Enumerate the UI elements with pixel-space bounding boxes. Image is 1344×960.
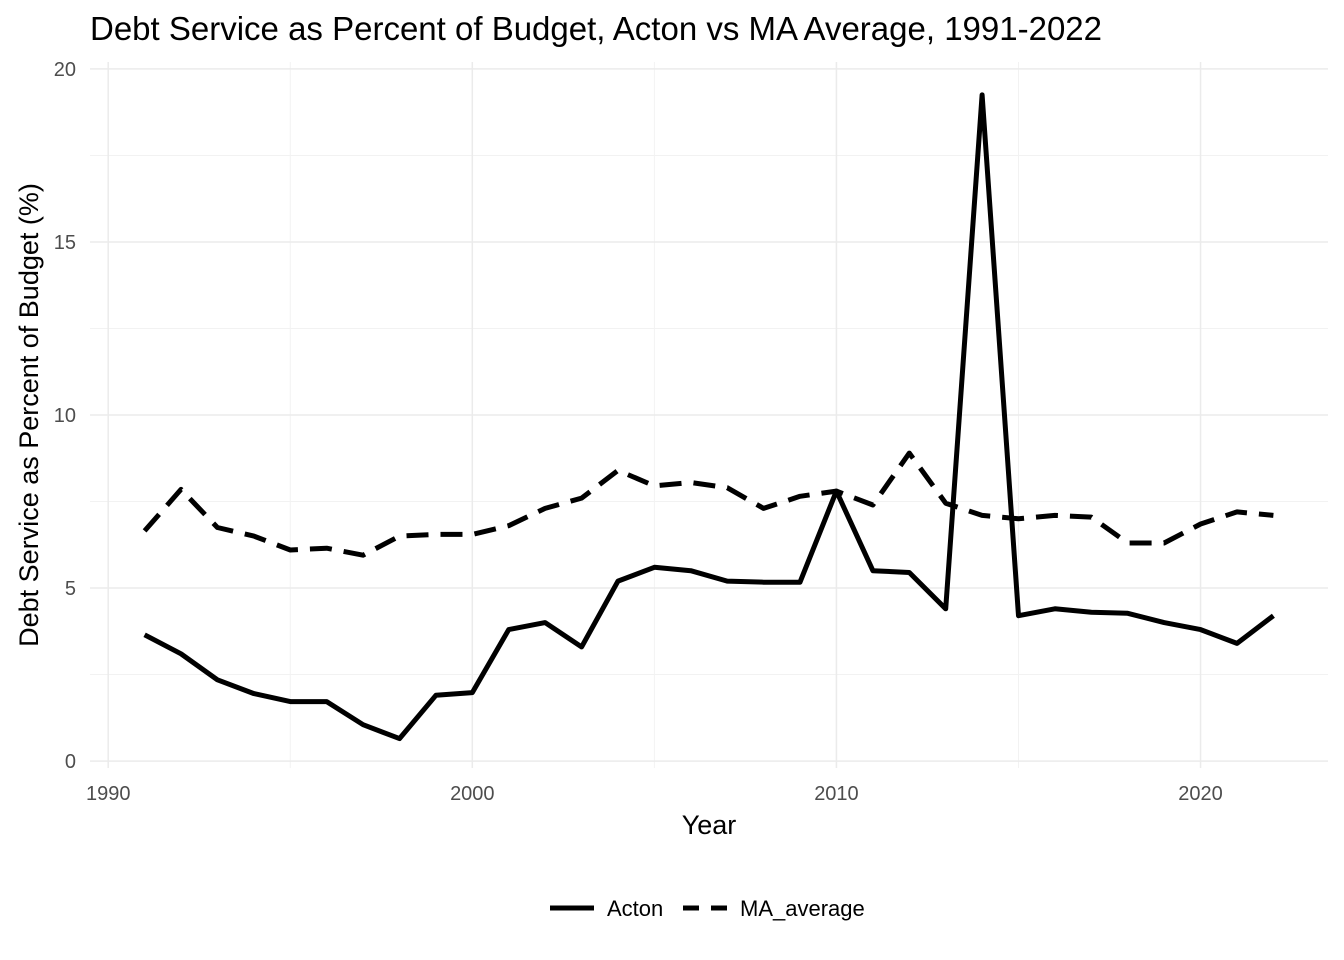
- y-axis-title: Debt Service as Percent of Budget (%): [14, 183, 44, 647]
- y-tick-label: 5: [65, 578, 76, 600]
- series-line-acton: [143, 92, 1275, 742]
- y-tick-label: 0: [65, 751, 76, 773]
- series-layer: [142, 92, 1275, 742]
- legend: Acton MA_average: [550, 896, 865, 921]
- x-axis-title: Year: [682, 810, 737, 840]
- chart-title: Debt Service as Percent of Budget, Acton…: [90, 10, 1102, 47]
- y-axis-ticks: 0 5 10 15 20: [54, 59, 76, 773]
- x-axis-ticks: 1990 2000 2010 2020: [86, 783, 1223, 805]
- y-tick-label: 15: [54, 232, 76, 254]
- legend-label-ma-average: MA_average: [740, 896, 865, 921]
- grid: [90, 62, 1328, 768]
- x-tick-label: 2000: [450, 783, 495, 805]
- series-line-ma-average: [142, 450, 1274, 558]
- x-tick-label: 2020: [1178, 783, 1223, 805]
- y-tick-label: 10: [54, 405, 76, 427]
- y-tick-label: 20: [54, 59, 76, 81]
- legend-label-acton: Acton: [607, 896, 663, 921]
- x-tick-label: 2010: [814, 783, 859, 805]
- x-tick-label: 1990: [86, 783, 131, 805]
